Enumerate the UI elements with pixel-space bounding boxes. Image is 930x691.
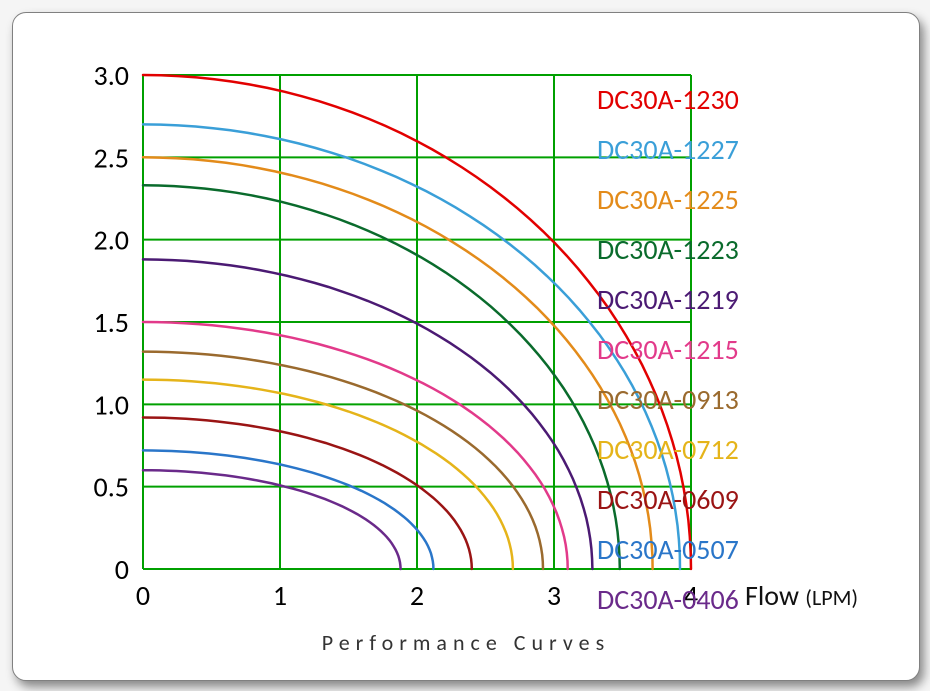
y-tick-label: 0 <box>115 552 129 587</box>
legend-item: DC30A-0712 <box>597 432 739 467</box>
y-tick-label: 1.5 <box>94 305 129 340</box>
y-tick-label: 2.5 <box>94 140 129 175</box>
legend-item: DC30A-1227 <box>597 132 739 167</box>
x-tick-label: 1 <box>273 578 287 613</box>
y-tick-label: 0.5 <box>94 470 129 505</box>
legend-item: DC30A-1219 <box>597 282 739 317</box>
legend-item: DC30A-1215 <box>597 332 739 367</box>
series-curve <box>143 352 543 569</box>
legend-item: DC30A-1223 <box>597 232 739 267</box>
legend-item: DC30A-0406 <box>597 582 739 617</box>
series-curve <box>143 259 592 569</box>
y-tick-label: 1.0 <box>94 387 129 422</box>
series-curve <box>143 470 401 569</box>
x-tick-label: 3 <box>547 578 561 613</box>
legend-item: DC30A-0609 <box>597 482 739 517</box>
series-curve <box>143 185 620 569</box>
performance-curves-chart: 00.51.01.52.02.53.001234Flow (LPM)DC30A-… <box>13 13 919 633</box>
legend-item: DC30A-0507 <box>597 532 739 567</box>
series-curve <box>143 322 568 569</box>
chart-card: 00.51.01.52.02.53.001234Flow (LPM)DC30A-… <box>12 12 920 681</box>
x-tick-label: 2 <box>410 578 424 613</box>
series-curve <box>143 157 653 569</box>
legend-item: DC30A-1230 <box>597 82 739 117</box>
legend-item: DC30A-1225 <box>597 182 739 217</box>
x-tick-label: 0 <box>136 578 150 613</box>
x-axis-label: Flow (LPM) <box>745 578 858 613</box>
legend-item: DC30A-0913 <box>597 382 739 417</box>
chart-caption: Performance Curves <box>13 629 919 656</box>
series-curve <box>143 380 513 569</box>
y-tick-label: 2.0 <box>94 223 129 258</box>
y-tick-label: 3.0 <box>94 58 129 93</box>
